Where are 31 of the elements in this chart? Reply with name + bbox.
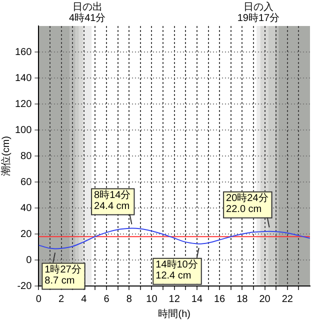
x-tick-label: 10 [146,294,158,305]
y-tick-label: -20 [17,280,32,292]
y-tick-label: 0 [26,254,32,266]
x-tick-label: 2 [58,294,65,305]
x-tick-label: 6 [104,294,110,305]
y-tick-label: 140 [14,72,32,84]
x-tick-label: 4 [81,294,88,305]
x-tick-label: 22 [282,294,294,305]
x-tick-label: 16 [214,294,226,305]
band-label: 日の入 19時17分 [237,0,280,24]
annotation: 1時27分 8.7 cm [44,263,82,286]
line-series [38,228,310,250]
y-tick-label: 20 [20,228,32,240]
x-tick-label: 14 [191,294,203,305]
annotation: 8時14分 24.4 cm [94,189,131,212]
annotation: 20時24分 22.0 cm [226,192,268,216]
y-tick-label: 160 [14,46,32,58]
y-tick-label: 40 [20,202,32,214]
x-tick-label: 12 [168,294,180,305]
x-tick-label: 0 [36,294,42,305]
x-axis-title: 時間(h) [158,308,190,320]
band-label: 日の出 4時41分 [69,0,106,24]
y-tick-label: 120 [14,98,32,110]
y-axis-title: 潮位(cm) [0,136,12,176]
x-tick-label: 20 [259,294,271,305]
y-tick-label: 100 [14,124,32,136]
y-tick-label: 60 [20,176,32,188]
x-tick-label: 8 [126,294,132,305]
x-tick-label: 18 [236,294,248,305]
annotation: 14時10分 12.4 cm [156,258,198,282]
y-tick-label: 80 [20,150,32,162]
